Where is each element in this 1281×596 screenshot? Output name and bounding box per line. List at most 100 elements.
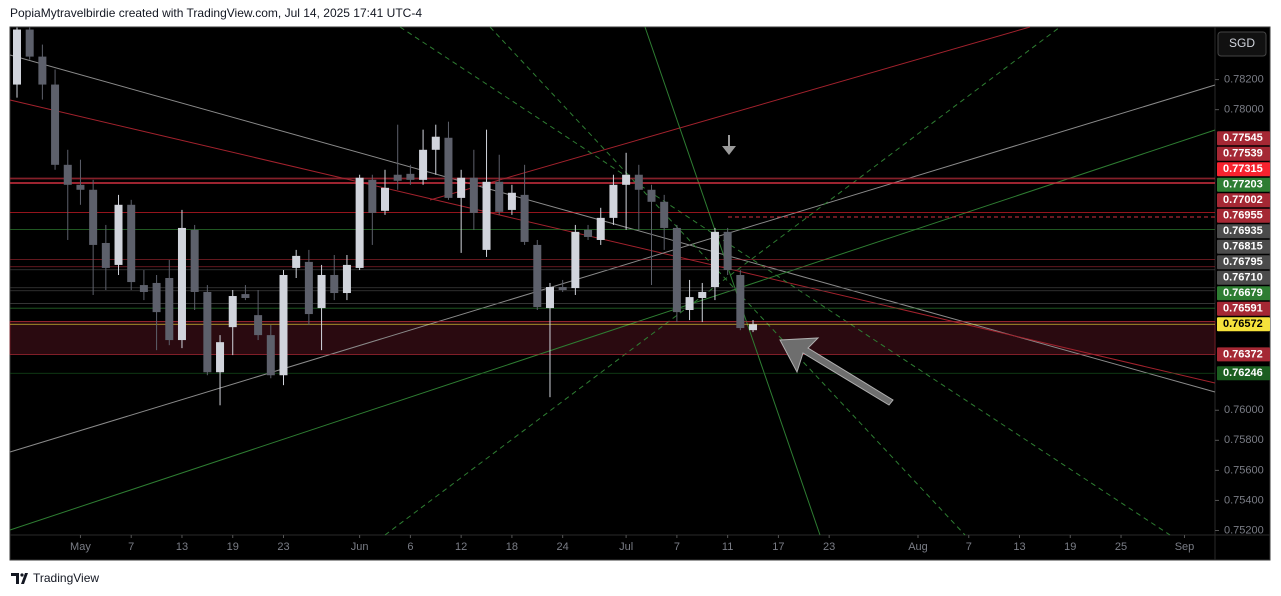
price-tag-label: 0.76591 xyxy=(1223,303,1263,315)
y-tick-label: 0.75400 xyxy=(1224,494,1264,506)
candle-body xyxy=(76,184,85,190)
zone-layer xyxy=(9,321,1216,355)
x-tick-label: May xyxy=(70,541,91,553)
price-tag-label: 0.77539 xyxy=(1223,148,1263,160)
candle-body xyxy=(203,291,212,373)
y-tick-label: 0.76000 xyxy=(1224,404,1264,416)
price-tag-label: 0.76935 xyxy=(1223,225,1263,237)
x-tick-label: 23 xyxy=(823,541,835,553)
candle-body xyxy=(596,217,605,240)
price-tag xyxy=(1217,301,1270,316)
candle-body xyxy=(393,174,402,181)
candle-body xyxy=(710,231,719,288)
x-tick-label: 11 xyxy=(722,541,733,553)
down-arrow xyxy=(722,135,736,155)
price-tag xyxy=(1217,131,1270,146)
price-tag-label: 0.76572 xyxy=(1223,318,1263,330)
candle-body xyxy=(101,242,110,268)
candle-body xyxy=(533,244,542,308)
x-tick-label: 12 xyxy=(455,541,467,553)
price-tag-label: 0.77545 xyxy=(1223,132,1263,144)
candle-body xyxy=(177,227,186,341)
price-tag xyxy=(1217,347,1270,362)
x-tick-label: 19 xyxy=(227,541,239,553)
candle-body xyxy=(152,282,161,313)
price-tag xyxy=(1217,255,1270,270)
x-tick-label: 13 xyxy=(1013,541,1025,553)
trend-lines xyxy=(9,26,1216,536)
price-tag-label: 0.76955 xyxy=(1223,210,1263,222)
candle-body xyxy=(736,274,745,329)
candle-body xyxy=(139,285,148,292)
axis-layer: 0.78200 0.78000 0.76000 0.75800 0.75600 0.754… xyxy=(70,74,1270,553)
trend-line xyxy=(9,84,1216,453)
x-tick-label: 17 xyxy=(772,541,784,553)
price-tag xyxy=(1217,317,1270,332)
candle-body xyxy=(330,274,339,294)
price-tag xyxy=(1217,270,1270,285)
candle-body xyxy=(165,277,174,341)
price-tag-label: 0.76372 xyxy=(1223,348,1263,360)
candle-body xyxy=(609,184,618,218)
logo-mark xyxy=(11,573,28,584)
price-tag xyxy=(1217,208,1270,223)
candle-body xyxy=(507,192,516,210)
trend-line xyxy=(489,26,966,536)
x-tick-label: Jul xyxy=(619,541,633,553)
price-tag-label: 0.77002 xyxy=(1223,194,1263,206)
price-tag xyxy=(1217,366,1270,381)
candle-body xyxy=(381,187,390,211)
footer-text: TradingView xyxy=(33,571,99,585)
price-tag xyxy=(1217,286,1270,301)
price-tag-label: 0.76246 xyxy=(1223,367,1263,379)
candle-body xyxy=(419,149,428,180)
candle-body xyxy=(520,194,529,242)
candle-body xyxy=(749,324,758,331)
pointer-arrow xyxy=(779,337,894,406)
plot-area xyxy=(9,26,1216,536)
x-tick-label: 23 xyxy=(277,541,289,553)
candle-body xyxy=(317,274,326,309)
candle-body xyxy=(698,291,707,298)
candle-body xyxy=(254,315,263,336)
candle-body xyxy=(89,189,98,245)
y-tick-label: 0.75800 xyxy=(1224,434,1264,446)
currency-label: SGD xyxy=(1229,36,1255,50)
price-tag xyxy=(1217,193,1270,208)
candle-body xyxy=(241,294,250,298)
price-tag xyxy=(1217,224,1270,239)
x-tick-label: 25 xyxy=(1115,541,1127,553)
candle-body xyxy=(444,137,453,198)
candle-body xyxy=(469,177,478,213)
x-tick-label: 7 xyxy=(128,541,134,553)
candle-body xyxy=(342,264,351,294)
trend-line xyxy=(399,26,1171,536)
candle-body xyxy=(723,231,732,271)
candle-body xyxy=(672,227,681,313)
candle-layer xyxy=(13,27,758,406)
candle-body xyxy=(355,177,364,268)
x-tick-label: 13 xyxy=(176,541,188,553)
candle-body xyxy=(279,274,288,376)
candle-body xyxy=(584,229,593,237)
candle-body xyxy=(482,181,491,250)
candle-body xyxy=(190,229,199,292)
candle-body xyxy=(431,136,440,150)
price-tag-label: 0.76710 xyxy=(1223,272,1263,284)
logo xyxy=(11,573,28,584)
trend-line xyxy=(644,26,821,536)
price-tag xyxy=(1217,146,1270,161)
candle-body xyxy=(292,255,301,268)
currency-button[interactable] xyxy=(1217,31,1267,57)
price-tag-label: 0.76795 xyxy=(1223,256,1263,268)
logo-dot xyxy=(20,573,24,577)
y-tick-label: 0.78200 xyxy=(1224,74,1264,86)
x-tick-label: Aug xyxy=(908,541,928,553)
trend-line xyxy=(9,129,1216,531)
y-tick-label: 0.78000 xyxy=(1224,104,1264,116)
y-tick-label: 0.75200 xyxy=(1224,524,1264,536)
x-tick-label: 7 xyxy=(966,541,972,553)
price-zone xyxy=(9,321,1216,355)
